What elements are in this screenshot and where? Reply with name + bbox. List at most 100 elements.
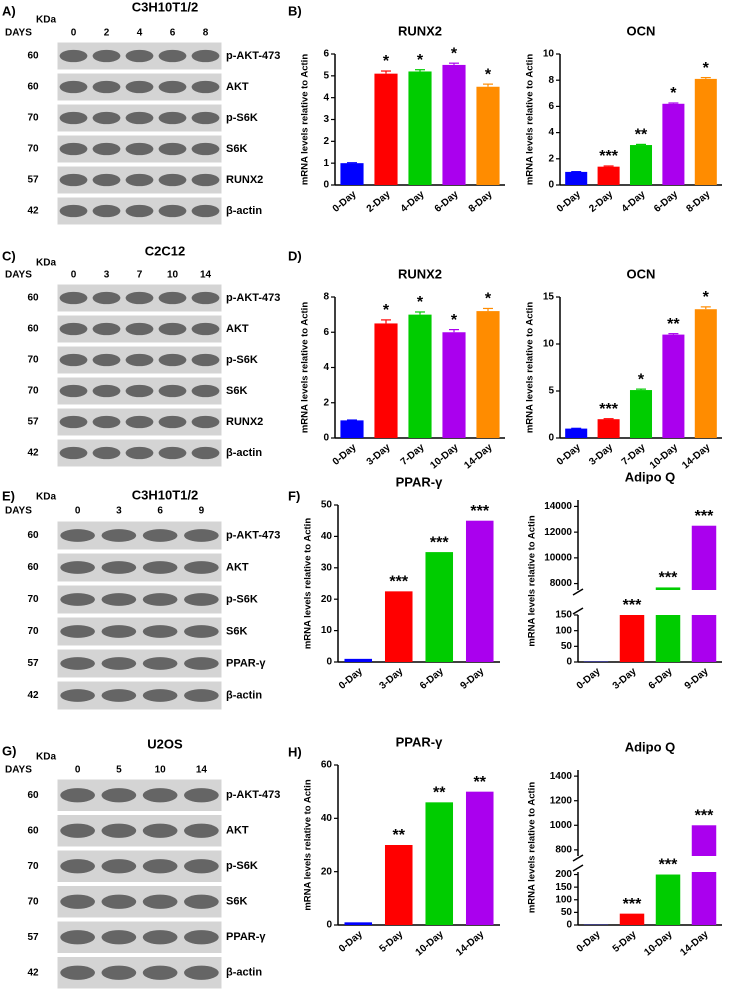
bar: [565, 172, 587, 185]
y-tick-label: 20: [321, 594, 333, 605]
x-tick-label: 14-Day: [680, 442, 713, 472]
chart-title: PPAR-γ: [396, 734, 443, 749]
significance: *: [703, 60, 710, 77]
protein-label: PPAR-γ: [226, 931, 266, 943]
bar: [656, 587, 680, 590]
protein-label: β-actin: [226, 967, 262, 979]
blot-band: [126, 354, 154, 366]
blot-band: [126, 416, 154, 428]
y-tick-label: 0: [323, 433, 329, 444]
x-tick-label: 3-Day: [365, 442, 393, 468]
kda-value: 70: [27, 594, 39, 605]
significance: ***: [659, 570, 678, 587]
y-tick-label: 30: [321, 562, 333, 573]
y-tick-label: 15: [543, 292, 555, 303]
y-tick-label: 10: [543, 339, 555, 350]
significance: ***: [599, 401, 618, 418]
y-tick-label: 0: [548, 180, 554, 191]
blot-band: [93, 143, 121, 155]
bar: [374, 323, 397, 438]
bar: [340, 420, 363, 438]
y-tick-label: 5: [323, 70, 329, 81]
bar: [425, 802, 453, 925]
y-tick-label: 4: [323, 92, 329, 103]
day-label: 14: [196, 765, 208, 776]
day-label: 9: [199, 506, 205, 517]
blot-band: [143, 625, 178, 638]
significance: ***: [599, 148, 618, 165]
day-label: 0: [71, 28, 77, 39]
kda-label: KDa: [36, 752, 56, 763]
axis-break: [573, 865, 583, 871]
bar: [476, 87, 499, 185]
blot-band: [126, 292, 154, 304]
y-tick-label: 4: [548, 127, 554, 138]
blot-band: [184, 966, 219, 980]
y-tick-label: 0: [566, 920, 572, 931]
blot-band: [159, 205, 187, 217]
y-axis-label: mRNA levels relative to Actin: [525, 54, 536, 185]
protein-label: S6K: [226, 143, 247, 155]
panel-label: G): [2, 743, 16, 758]
days-label: DAYS: [5, 28, 32, 39]
x-tick-label: 0-Day: [555, 442, 583, 468]
panel-label: F): [288, 488, 300, 503]
chart-title: Adipo Q: [625, 739, 676, 754]
y-tick-label: 8000: [550, 578, 573, 589]
day-label: 0: [75, 506, 81, 517]
y-tick-label: 40: [321, 531, 333, 542]
significance: *: [417, 52, 424, 69]
significance: *: [703, 289, 710, 306]
significance: **: [474, 774, 487, 791]
chart-title: RUNX2: [398, 266, 442, 281]
panel-label: H): [288, 744, 302, 759]
x-tick-label: 0-Day: [337, 666, 365, 692]
chart-title: RUNX2: [398, 23, 442, 38]
y-tick-label: 100: [555, 625, 572, 636]
blot-band: [126, 385, 154, 397]
bar: [408, 315, 431, 438]
protein-label: S6K: [226, 625, 247, 637]
x-tick-label: 0-Day: [575, 666, 603, 692]
blot-band: [159, 292, 187, 304]
blot-band: [93, 50, 121, 62]
day-label: 3: [116, 506, 122, 517]
x-tick-label: 6-Day: [433, 189, 461, 215]
blot-band: [184, 930, 219, 944]
blot-band: [60, 788, 95, 802]
blot-band: [192, 50, 220, 62]
x-tick-label: 5-Day: [377, 929, 405, 955]
y-tick-label: 5: [548, 386, 554, 397]
chart-title: OCN: [627, 266, 656, 281]
x-tick-label: 14-Day: [678, 929, 711, 959]
bar: [385, 845, 413, 925]
kda-value: 60: [27, 324, 39, 335]
x-tick-label: 5-Day: [611, 929, 639, 955]
blot-band: [192, 112, 220, 124]
protein-label: S6K: [226, 385, 247, 397]
bar: [695, 79, 717, 185]
blot-band: [102, 930, 137, 944]
blot-band: [143, 593, 178, 606]
kda-value: 42: [27, 206, 39, 217]
blot-band: [192, 354, 220, 366]
blot-band: [60, 354, 88, 366]
significance: ***: [430, 534, 449, 551]
blot-band: [93, 354, 121, 366]
bar: [466, 792, 494, 925]
day-label: 3: [104, 270, 110, 281]
blot-band: [126, 143, 154, 155]
blot-band: [143, 930, 178, 944]
significance: *: [383, 53, 390, 70]
blot-band: [93, 323, 121, 335]
blot-band: [143, 895, 178, 909]
x-tick-label: 4-Day: [399, 189, 427, 215]
blot-band: [93, 416, 121, 428]
bar: [442, 332, 465, 438]
blot-band: [192, 323, 220, 335]
blot-band: [192, 205, 220, 217]
x-tick-label: 8-Day: [684, 189, 712, 215]
protein-label: PPAR-γ: [226, 657, 266, 669]
y-tick-label: 10000: [544, 552, 572, 563]
significance: ***: [695, 508, 714, 525]
